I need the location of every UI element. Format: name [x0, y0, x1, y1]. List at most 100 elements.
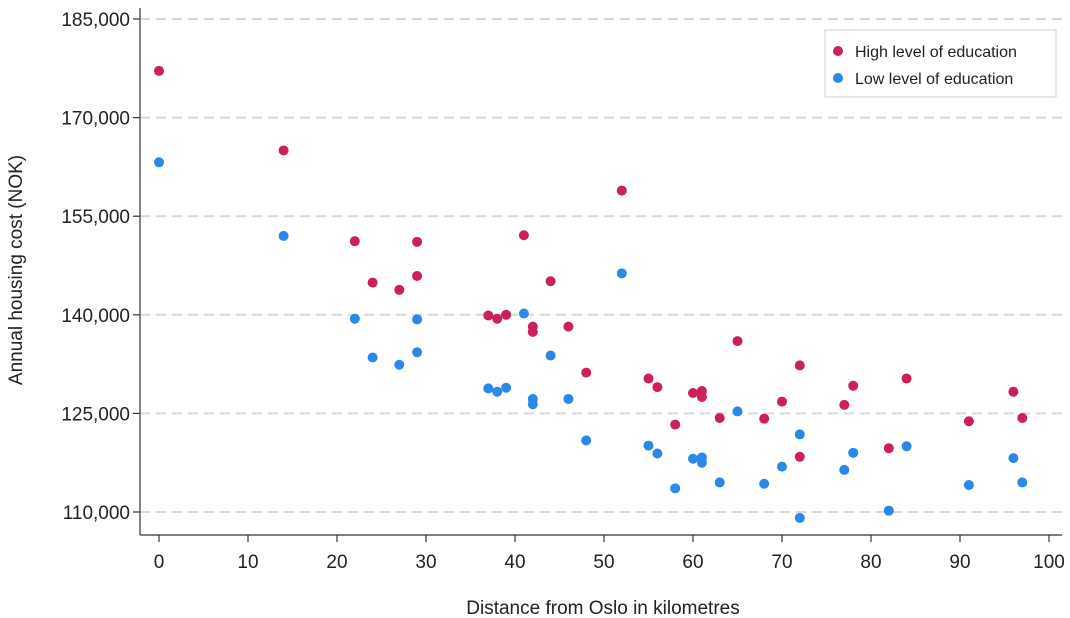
data-point	[794, 360, 805, 371]
data-point	[278, 145, 289, 156]
data-point	[1008, 453, 1019, 464]
x-tick-label: 50	[593, 552, 614, 573]
data-point	[839, 399, 850, 410]
data-point	[688, 453, 698, 464]
y-tick-label: 110,000	[63, 503, 130, 524]
data-point	[688, 388, 698, 399]
data-point	[1017, 477, 1028, 488]
data-point	[759, 478, 770, 489]
axes	[139, 8, 1062, 536]
data-point	[696, 457, 707, 468]
data-point	[518, 230, 529, 241]
data-point	[492, 313, 503, 324]
data-point	[1017, 413, 1028, 424]
data-point	[643, 440, 654, 451]
data-point	[616, 268, 627, 279]
series-1	[154, 157, 1028, 523]
y-tick-label: 140,000	[61, 306, 130, 327]
data-point	[794, 429, 805, 440]
data-point	[501, 382, 512, 393]
data-point	[501, 309, 512, 320]
data-point	[545, 350, 556, 361]
legend-label-low-education: Low level of education	[855, 71, 1013, 88]
data-point	[367, 352, 378, 363]
x-axis-title: Distance from Oslo in kilometres	[466, 598, 739, 618]
x-tick-label: 80	[860, 552, 881, 573]
data-point	[652, 448, 663, 459]
data-point	[794, 512, 805, 523]
x-axis-ticks: 0 10 20 30 40 50 60 70 80 90 100	[154, 535, 1065, 573]
data-point	[581, 435, 592, 446]
data-point	[696, 391, 707, 402]
data-point	[1008, 386, 1019, 397]
x-tick-label: 10	[237, 552, 258, 573]
data-point	[901, 373, 912, 384]
data-point	[518, 308, 529, 319]
data-point	[154, 65, 164, 76]
data-point	[643, 373, 654, 384]
data-point	[412, 314, 423, 325]
data-point	[670, 419, 681, 430]
legend-box	[824, 29, 1057, 98]
data-point	[412, 236, 423, 247]
data-point	[652, 382, 663, 393]
data-point	[839, 464, 850, 475]
data-point	[412, 347, 423, 358]
data-point	[394, 359, 405, 370]
x-tick-label: 60	[682, 552, 703, 573]
data-point	[883, 505, 894, 516]
data-point	[963, 480, 974, 491]
data-point	[714, 413, 725, 424]
x-tick-label: 30	[415, 552, 436, 573]
data-point	[278, 230, 289, 241]
data-point	[714, 477, 725, 488]
x-tick-label: 100	[1033, 552, 1065, 573]
data-point	[732, 406, 743, 417]
grid-lines	[140, 18, 1062, 513]
data-point	[732, 336, 743, 347]
data-point	[527, 326, 538, 337]
x-tick-label: 20	[326, 552, 347, 573]
data-point	[394, 284, 405, 295]
data-point	[545, 276, 556, 287]
data-point	[527, 399, 538, 410]
data-point	[848, 380, 859, 391]
data-point	[794, 451, 805, 462]
data-point	[777, 461, 787, 472]
legend-marker-low-education	[833, 73, 843, 83]
x-tick-label: 90	[949, 552, 970, 573]
series-0	[154, 65, 1028, 462]
y-tick-label: 185,000	[61, 10, 130, 31]
y-tick-label: 155,000	[61, 207, 130, 228]
data-point	[777, 396, 787, 407]
data-point	[367, 277, 378, 288]
data-point	[563, 393, 574, 404]
y-tick-label: 170,000	[61, 109, 130, 130]
x-tick-label: 0	[154, 552, 165, 573]
data-point	[349, 313, 360, 324]
data-points	[154, 65, 1028, 523]
data-point	[901, 441, 912, 452]
legend-marker-high-education	[833, 46, 843, 56]
data-point	[349, 236, 360, 247]
data-point	[616, 185, 627, 196]
data-point	[412, 271, 423, 282]
data-point	[563, 321, 574, 332]
data-point	[963, 416, 974, 427]
data-point	[581, 367, 592, 378]
legend: High level of education Low level of edu…	[824, 29, 1057, 98]
data-point	[154, 157, 164, 168]
data-point	[483, 383, 494, 394]
data-point	[670, 483, 681, 494]
data-point	[759, 413, 770, 424]
y-axis-ticks: 110,000 125,000 140,000 155,000 170,000 185,0…	[61, 10, 140, 524]
data-point	[483, 310, 494, 321]
y-axis-title: Annual housing cost (NOK)	[6, 155, 27, 385]
x-tick-label: 40	[504, 552, 525, 573]
x-tick-label: 70	[771, 552, 792, 573]
data-point	[883, 443, 894, 454]
data-point	[848, 447, 859, 458]
y-tick-label: 125,000	[61, 404, 130, 425]
data-point	[492, 386, 503, 397]
